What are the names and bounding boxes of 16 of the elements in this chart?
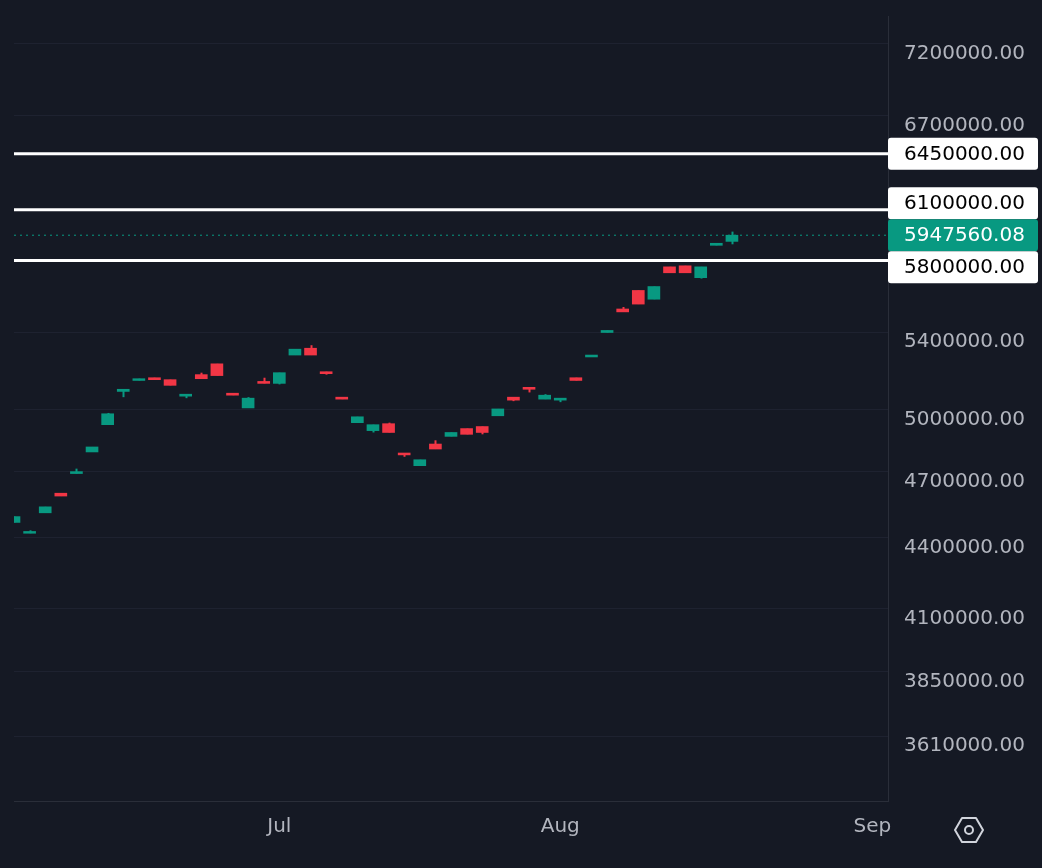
y-tick-label: 4100000.00 [904,604,1025,629]
x-tick-label: Aug [540,813,580,838]
y-tick-label: 4700000.00 [904,467,1025,492]
y-tick-label: 3610000.00 [904,732,1025,757]
x-tick-label: Sep [853,813,892,838]
y-tick-label: 5000000.00 [904,405,1025,430]
ref-line-label: 6450000.00 [904,141,1025,166]
x-tick-label: Jul [265,813,292,838]
y-tick-label: 5400000.00 [904,328,1025,353]
y-tick-label: 6700000.00 [904,111,1025,136]
ref-line-label: 6100000.00 [904,190,1025,215]
ref-line-label: 5947560.08 [904,222,1025,247]
ref-line-label: 5800000.00 [904,254,1025,279]
y-tick-label: 7200000.00 [904,39,1025,64]
y-tick-label: 3850000.00 [904,667,1025,692]
y-tick-label: 4400000.00 [904,533,1025,558]
